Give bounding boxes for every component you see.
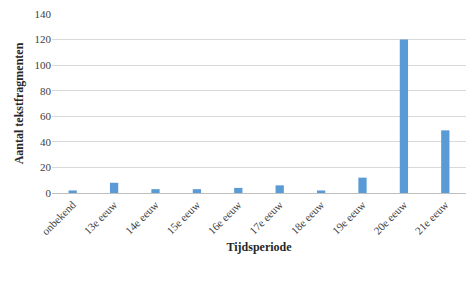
svg-text:16e eeuw: 16e eeuw <box>206 198 244 236</box>
svg-text:14e eeuw: 14e eeuw <box>123 198 161 236</box>
svg-text:0: 0 <box>46 187 52 199</box>
svg-text:Aantal tekstfragmenten: Aantal tekstfragmenten <box>12 42 26 164</box>
svg-text:onbekend: onbekend <box>39 198 78 237</box>
svg-text:19e eeuw: 19e eeuw <box>330 198 368 236</box>
svg-text:Tijdsperiode: Tijdsperiode <box>226 240 292 254</box>
svg-text:140: 140 <box>35 8 52 20</box>
svg-text:15e eeuw: 15e eeuw <box>164 198 202 236</box>
svg-text:100: 100 <box>35 59 52 71</box>
svg-text:21e eeuw: 21e eeuw <box>413 198 451 236</box>
svg-text:20e eeuw: 20e eeuw <box>371 198 409 236</box>
svg-text:40: 40 <box>40 136 52 148</box>
svg-text:80: 80 <box>40 85 52 97</box>
svg-text:13e eeuw: 13e eeuw <box>81 198 119 236</box>
svg-text:18e eeuw: 18e eeuw <box>288 198 326 236</box>
svg-text:17e eeuw: 17e eeuw <box>247 198 285 236</box>
svg-text:20: 20 <box>40 161 52 173</box>
svg-text:60: 60 <box>40 110 52 122</box>
svg-text:120: 120 <box>35 33 52 45</box>
